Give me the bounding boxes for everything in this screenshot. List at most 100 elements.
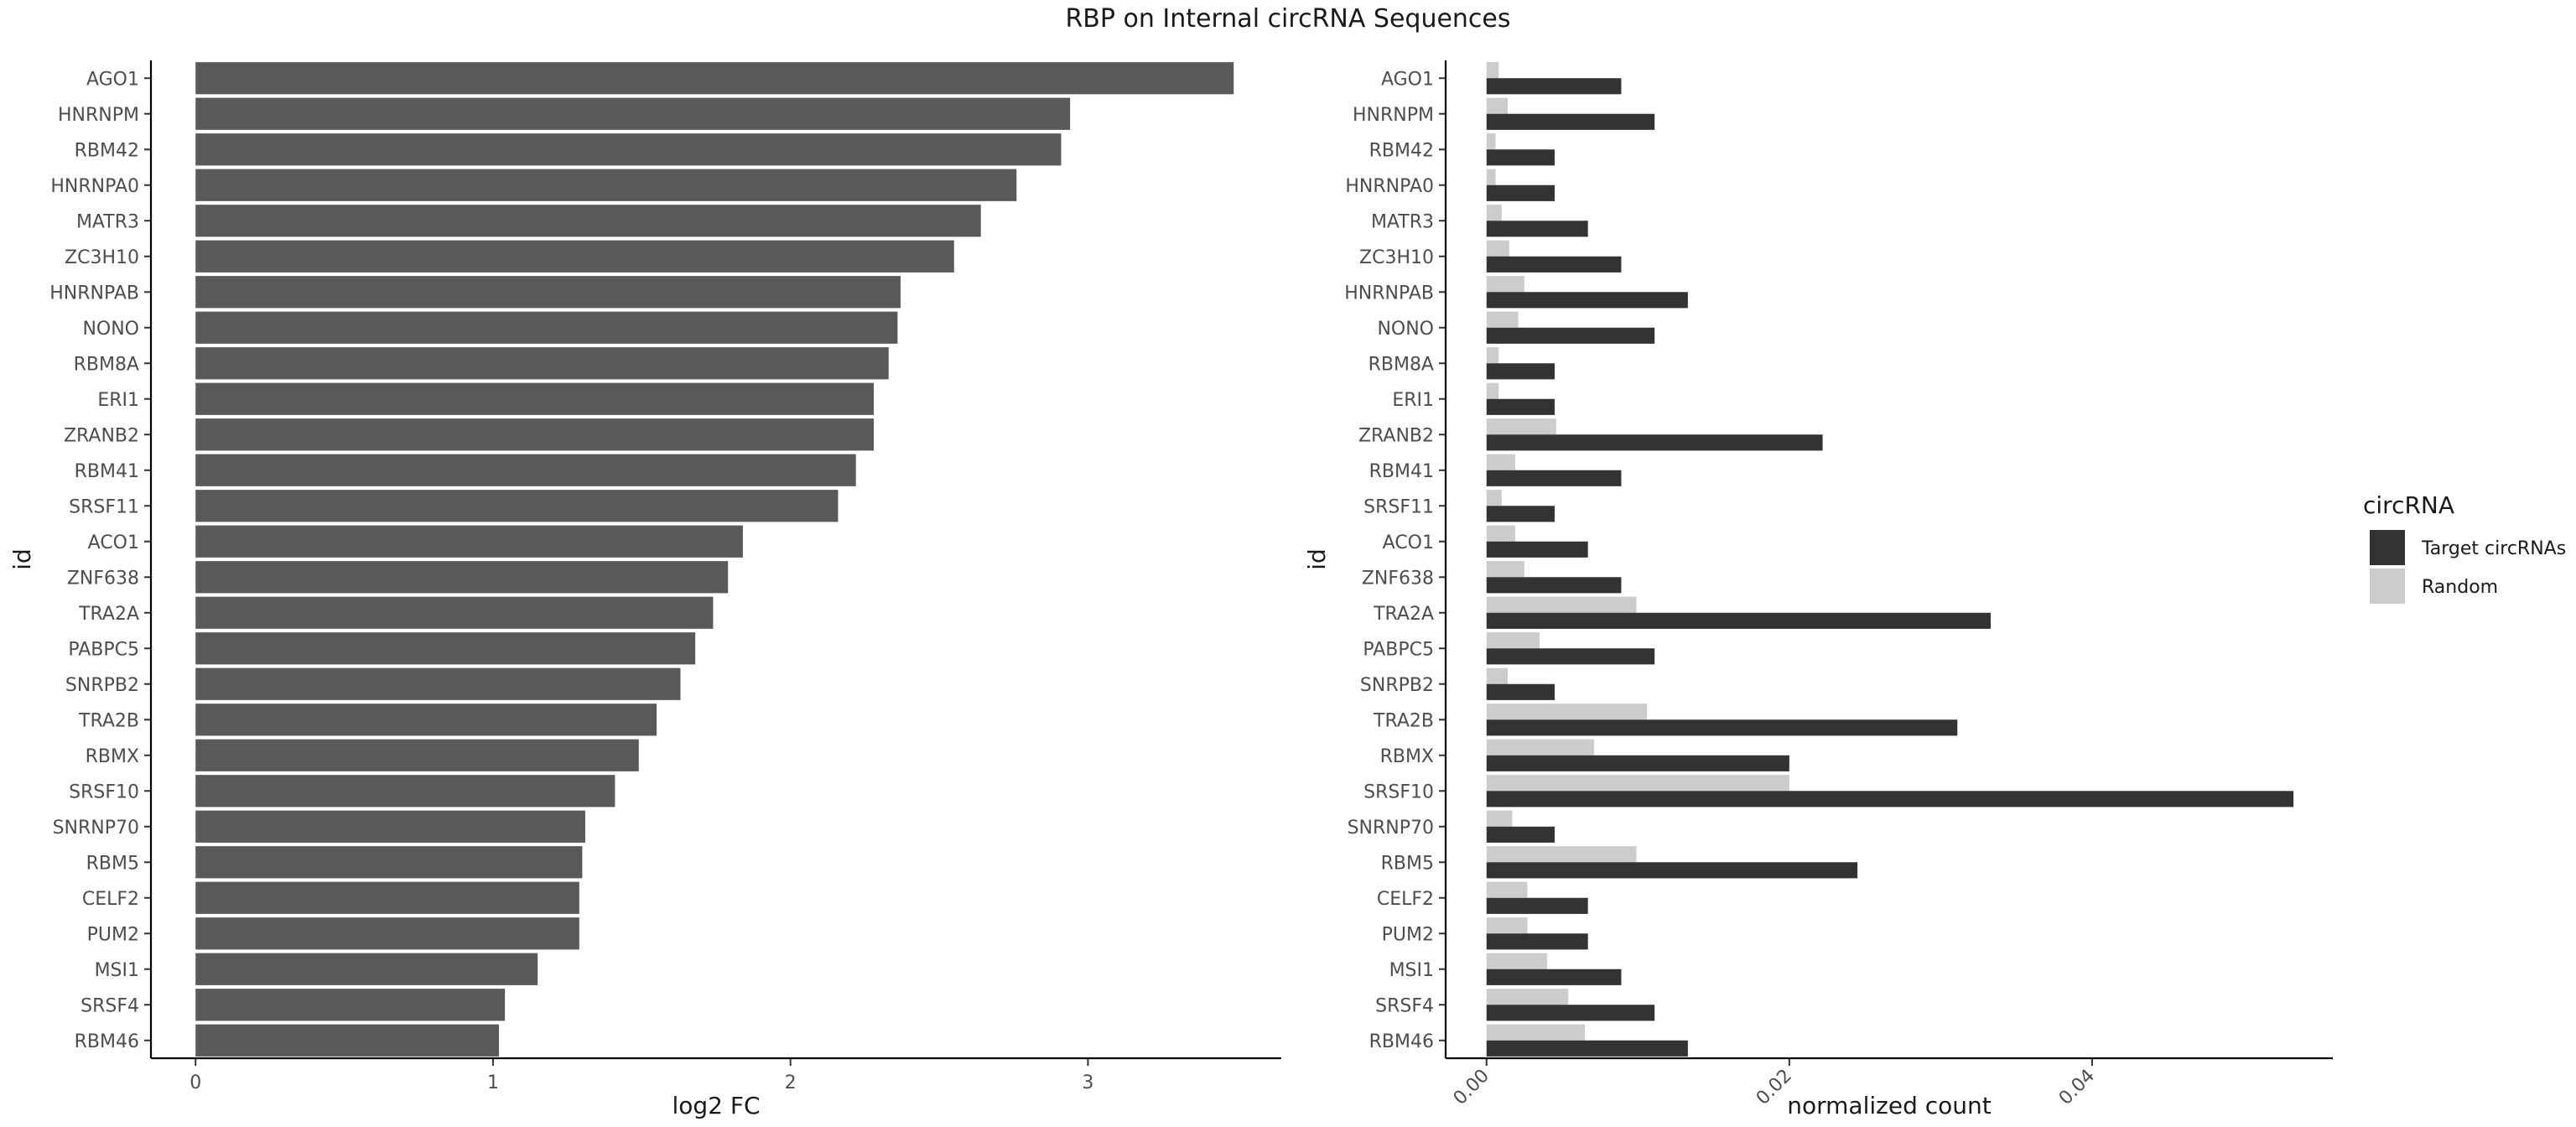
bar-random-pabpc5 (1486, 632, 1540, 649)
bar-target-pabpc5 (1486, 648, 1655, 665)
left-y-label-srsf11: SRSF11 (69, 496, 139, 517)
bar-log2fc-msi1 (195, 953, 538, 985)
bar-target-aco1 (1486, 541, 1588, 558)
right-y-label-pum2: PUM2 (1382, 924, 1434, 945)
bar-log2fc-snrpb2 (195, 667, 681, 700)
bar-target-hnrnpa0 (1486, 184, 1555, 201)
right-y-label-rbm46: RBM46 (1369, 1031, 1434, 1052)
bar-random-rbm5 (1486, 846, 1637, 863)
bar-target-zranb2 (1486, 434, 1823, 451)
legend-key-random (2370, 569, 2405, 604)
right-y-label-srsf11: SRSF11 (1363, 496, 1434, 517)
bar-target-srsf11 (1486, 506, 1555, 522)
bar-log2fc-rbm8a (195, 347, 889, 380)
bar-random-matr3 (1486, 205, 1502, 221)
legend-key-target (2370, 530, 2405, 565)
right-y-label-tra2a: TRA2A (1373, 604, 1434, 625)
bar-log2fc-snrnp70 (195, 810, 585, 843)
left-y-label-tra2a: TRA2A (78, 604, 139, 625)
left-y-label-hnrnpm: HNRNPM (58, 105, 139, 126)
right-y-label-zranb2: ZRANB2 (1358, 425, 1434, 446)
bar-target-rbm5 (1486, 862, 1858, 879)
left-y-label-rbm46: RBM46 (75, 1031, 139, 1052)
bar-target-tra2b (1486, 719, 1958, 736)
bar-log2fc-rbm5 (195, 846, 583, 879)
right-y-label-msi1: MSI1 (1389, 960, 1434, 981)
right-bars (1486, 62, 2294, 1057)
legend: circRNA Target circRNAs Random (2363, 491, 2566, 604)
bar-log2fc-zranb2 (195, 418, 875, 451)
bar-log2fc-hnrnpm (195, 97, 1071, 130)
right-y-label-rbmx: RBMX (1380, 746, 1434, 767)
left-x-tick-label-3: 3 (1082, 1072, 1093, 1093)
left-x-tick-label-1: 1 (487, 1072, 499, 1093)
right-panel: AGO1 HNRNPM RBM42 HNRNPA0 MATR3 ZC3H10 HNRNPAB… (1303, 60, 2333, 1119)
bar-random-nono (1486, 311, 1519, 328)
left-x-axis-title: log2 FC (672, 1092, 760, 1119)
left-y-label-tra2b: TRA2B (78, 710, 139, 731)
right-y-label-hnrnpm: HNRNPM (1353, 105, 1434, 126)
bar-random-pum2 (1486, 917, 1528, 934)
left-y-tick-labels: AGO1 HNRNPM RBM42 HNRNPA0 MATR3 ZC3H10 HNRNPAB… (49, 69, 151, 1052)
right-x-tick-label-0-00: 0.00 (1450, 1066, 1493, 1109)
bar-log2fc-ago1 (195, 62, 1234, 95)
left-y-label-snrnp70: SNRNP70 (53, 818, 139, 839)
left-y-label-msi1: MSI1 (95, 960, 139, 981)
bar-log2fc-celf2 (195, 881, 579, 914)
bar-target-snrnp70 (1486, 826, 1555, 843)
bar-target-hnrnpm (1486, 113, 1655, 130)
left-y-label-ago1: AGO1 (86, 69, 139, 90)
right-x-ticks: 0.00 0.02 0.04 (1450, 1058, 2099, 1109)
bar-random-srsf4 (1486, 989, 1569, 1005)
right-x-axis-title: normalized count (1787, 1092, 1992, 1119)
right-y-label-tra2b: TRA2B (1373, 710, 1434, 731)
bar-random-msi1 (1486, 953, 1547, 969)
right-y-label-nono: NONO (1377, 319, 1434, 340)
left-x-tick-label-0: 0 (190, 1072, 201, 1093)
left-bars (195, 62, 1234, 1057)
left-y-label-nono: NONO (82, 319, 139, 340)
bar-target-rbmx (1486, 755, 1789, 771)
bar-log2fc-eri1 (195, 382, 875, 415)
bar-log2fc-rbm42 (195, 133, 1062, 166)
right-y-label-pabpc5: PABPC5 (1363, 639, 1434, 660)
bar-log2fc-zc3h10 (195, 240, 954, 273)
left-y-label-rbm42: RBM42 (75, 140, 139, 161)
bar-random-hnrnpab (1486, 276, 1524, 293)
bar-target-matr3 (1486, 221, 1588, 237)
bar-random-rbm46 (1486, 1024, 1586, 1041)
bar-target-ago1 (1486, 78, 1622, 95)
bar-random-hnrnpm (1486, 97, 1509, 114)
bar-target-zc3h10 (1486, 256, 1622, 273)
right-y-label-rbm8a: RBM8A (1368, 354, 1434, 375)
left-y-label-rbm41: RBM41 (75, 461, 139, 482)
bar-random-aco1 (1486, 525, 1516, 542)
left-x-ticks: 0 1 2 3 (190, 1058, 1093, 1093)
left-y-label-rbm8a: RBM8A (74, 354, 139, 375)
right-y-tick-labels: AGO1 HNRNPM RBM42 HNRNPA0 MATR3 ZC3H10 HNRNPAB… (1344, 69, 1446, 1052)
bar-random-eri1 (1486, 382, 1499, 399)
right-x-tick-label-0-04: 0.04 (2055, 1066, 2099, 1109)
left-y-label-celf2: CELF2 (82, 889, 139, 910)
right-y-label-zc3h10: ZC3H10 (1359, 247, 1434, 268)
bar-target-tra2a (1486, 612, 1991, 629)
bar-random-hnrnpa0 (1486, 169, 1496, 185)
bar-random-rbm8a (1486, 347, 1499, 364)
bar-target-celf2 (1486, 897, 1588, 914)
right-y-label-snrpb2: SNRPB2 (1360, 675, 1434, 696)
left-x-tick-label-2: 2 (785, 1072, 797, 1093)
bar-random-zc3h10 (1486, 240, 1509, 257)
right-y-label-znf638: ZNF638 (1362, 568, 1434, 589)
bar-log2fc-srsf11 (195, 490, 839, 522)
right-y-label-snrnp70: SNRNP70 (1348, 818, 1434, 839)
bar-random-tra2a (1486, 596, 1637, 613)
right-y-label-ago1: AGO1 (1381, 69, 1434, 90)
bar-target-rbm46 (1486, 1040, 1688, 1057)
bar-log2fc-znf638 (195, 561, 729, 594)
bar-target-rbm41 (1486, 470, 1622, 486)
bar-log2fc-nono (195, 311, 898, 344)
bar-random-rbmx (1486, 739, 1594, 756)
left-y-label-zc3h10: ZC3H10 (65, 247, 139, 268)
bar-log2fc-pum2 (195, 917, 579, 950)
